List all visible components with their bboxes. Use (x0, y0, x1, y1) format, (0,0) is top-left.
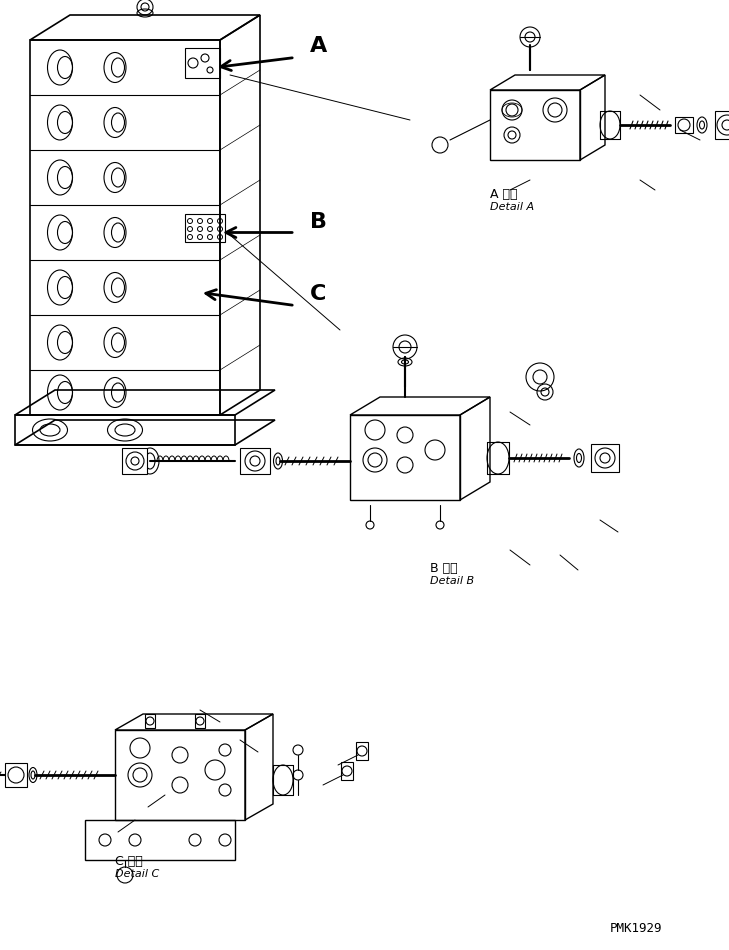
Bar (195, 714, 205, 728)
Bar (145, 714, 155, 728)
Bar (185, 214, 225, 242)
Bar (185, 48, 220, 78)
Text: B: B (310, 212, 327, 232)
Bar (591, 444, 619, 472)
Bar (240, 448, 270, 474)
Text: C 詳細: C 詳細 (115, 855, 143, 868)
Text: A 詳細: A 詳細 (490, 188, 518, 201)
Bar (5, 763, 27, 787)
Circle shape (393, 335, 417, 359)
Text: A: A (310, 36, 327, 56)
Text: Detail B: Detail B (430, 576, 474, 586)
Text: B 詳細: B 詳細 (430, 562, 458, 575)
Bar (715, 111, 729, 139)
Circle shape (520, 27, 540, 47)
Text: Detail C: Detail C (115, 869, 159, 879)
Bar (675, 117, 693, 133)
Bar (122, 448, 147, 474)
Bar (356, 742, 368, 760)
Circle shape (526, 363, 554, 391)
Text: PMK1929: PMK1929 (610, 922, 663, 935)
Text: Detail A: Detail A (490, 202, 534, 212)
Bar (341, 762, 353, 780)
Text: C: C (310, 283, 327, 303)
